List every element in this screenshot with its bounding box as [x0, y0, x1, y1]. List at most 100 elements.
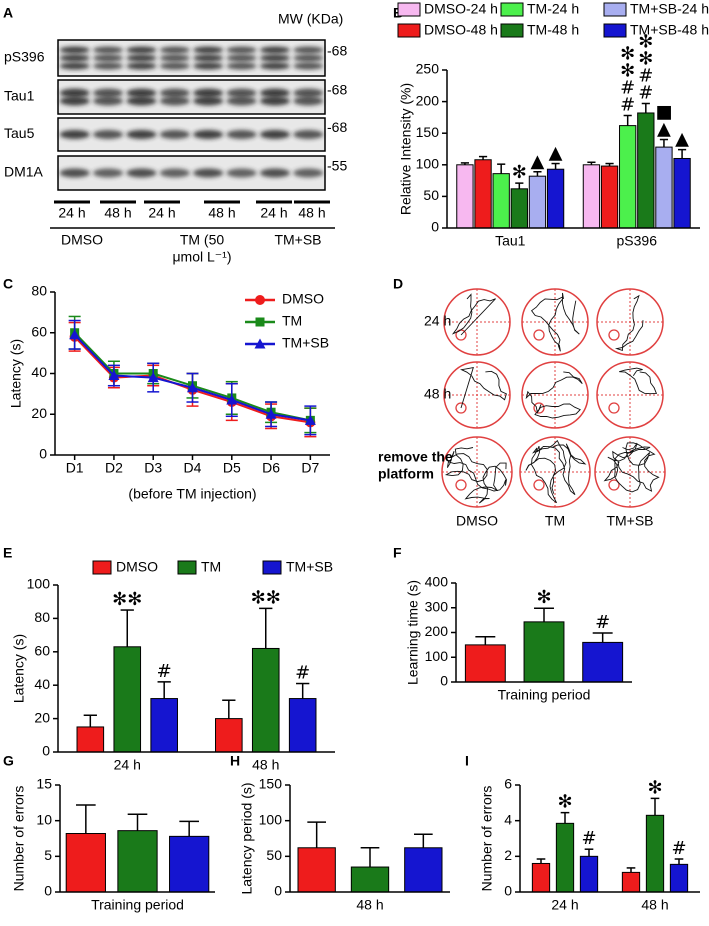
significance-mark: # — [671, 838, 686, 859]
x-tick-label: D4 — [184, 460, 202, 476]
x-tick-label: 48 h — [252, 757, 279, 773]
blot-band — [159, 130, 190, 139]
blot-band — [93, 46, 124, 54]
bar — [555, 822, 575, 893]
bar — [582, 641, 624, 683]
swim-path — [444, 447, 507, 504]
blot-band — [259, 88, 290, 98]
legend-swatch — [397, 23, 421, 38]
blot-mw-label: -68 — [327, 43, 347, 59]
y-axis-label: Learning time (s) — [405, 580, 421, 685]
blot-band — [259, 62, 290, 70]
y-tick-label: 0 — [440, 673, 448, 689]
bar — [65, 833, 106, 893]
legend-swatch — [603, 23, 627, 38]
y-tick-label: 60 — [31, 323, 47, 339]
legend-swatch — [500, 23, 524, 38]
maze-col-label: TM — [545, 513, 565, 529]
blot-mw-label: -55 — [327, 158, 347, 174]
legend-label: TM+SB — [282, 335, 329, 351]
blot-band — [159, 168, 190, 178]
platform — [533, 479, 545, 491]
bar — [76, 726, 105, 753]
bar — [456, 164, 474, 229]
significance-mark: ✻ — [536, 587, 551, 608]
legend-label: DMSO-24 h — [424, 1, 498, 17]
blot-band — [193, 88, 224, 98]
swim-path — [525, 439, 587, 504]
blot-band — [59, 96, 90, 106]
blot-band — [59, 62, 90, 70]
significance-mark: ▲ — [675, 129, 689, 150]
blot-band — [293, 62, 324, 70]
significance-mark: ✻ — [647, 777, 662, 798]
legend-label: TM-48 h — [527, 22, 579, 38]
significance-mark: # — [581, 828, 596, 849]
blot-band — [293, 46, 324, 54]
bar — [251, 647, 280, 753]
maze-row-label: platform — [378, 466, 434, 482]
panel-letter: E — [3, 545, 12, 561]
y-tick-label: 40 — [31, 364, 47, 380]
significance-mark: ✻✻ — [112, 589, 142, 610]
y-axis-label: Number of errors — [11, 786, 27, 892]
blot-band — [126, 54, 157, 62]
legend-label: TM — [282, 313, 302, 329]
legend-label: TM-24 h — [527, 1, 579, 17]
bar — [669, 863, 689, 893]
blot-band — [293, 168, 324, 178]
marker — [187, 382, 198, 393]
blot-band — [126, 168, 157, 178]
blot-band — [259, 130, 290, 139]
time-label: 24 h — [148, 205, 175, 221]
marker — [304, 414, 316, 425]
x-tick-label: D3 — [144, 460, 162, 476]
significance-mark: ✻ — [557, 792, 572, 813]
blot-band — [159, 62, 190, 70]
group-label: μmol L⁻¹) — [172, 249, 231, 265]
time-label: 24 h — [58, 205, 85, 221]
bar — [288, 698, 317, 753]
x-tick-label: D5 — [223, 460, 241, 476]
y-tick-label: 60 — [34, 643, 50, 659]
legend-label: DMSO-48 h — [424, 22, 498, 38]
blot-band — [293, 54, 324, 62]
marker — [147, 372, 159, 383]
marker — [108, 370, 120, 381]
legend-swatch — [500, 2, 524, 17]
y-tick-label: 80 — [34, 609, 50, 625]
y-tick-label: 40 — [34, 676, 50, 692]
significance-mark: ▲ — [657, 119, 671, 140]
blot-mw-label: -68 — [327, 82, 347, 98]
legend-swatch — [177, 560, 197, 575]
y-tick-label: 5 — [44, 847, 52, 863]
significance-mark: ✻ — [620, 44, 635, 65]
group-label: TM+SB — [274, 232, 321, 248]
bar — [464, 644, 506, 683]
y-tick-label: 150 — [259, 776, 283, 792]
y-tick-label: 6 — [504, 776, 512, 792]
bar — [528, 175, 547, 229]
bar — [645, 814, 665, 893]
panel-letter: C — [3, 276, 13, 292]
blot-band — [226, 88, 257, 98]
marker — [69, 329, 81, 340]
significance-mark: # — [620, 78, 635, 99]
blot-band — [93, 96, 124, 106]
y-tick-label: 200 — [416, 92, 440, 108]
marker — [265, 408, 277, 419]
bar — [673, 157, 691, 229]
group-label: TM (50 — [180, 232, 225, 248]
blot-row-label: DM1A — [4, 164, 44, 180]
blot-band — [159, 46, 190, 54]
blot-band — [226, 46, 257, 54]
x-axis-label: Training period — [498, 687, 591, 703]
panel-letter: D — [393, 276, 403, 292]
swim-path — [525, 371, 583, 419]
y-tick-label: 10 — [36, 811, 52, 827]
y-tick-label: 0 — [504, 883, 512, 899]
significance-mark: ✻ — [512, 162, 527, 183]
legend-label: TM — [201, 559, 221, 575]
legend-swatch — [603, 2, 627, 17]
